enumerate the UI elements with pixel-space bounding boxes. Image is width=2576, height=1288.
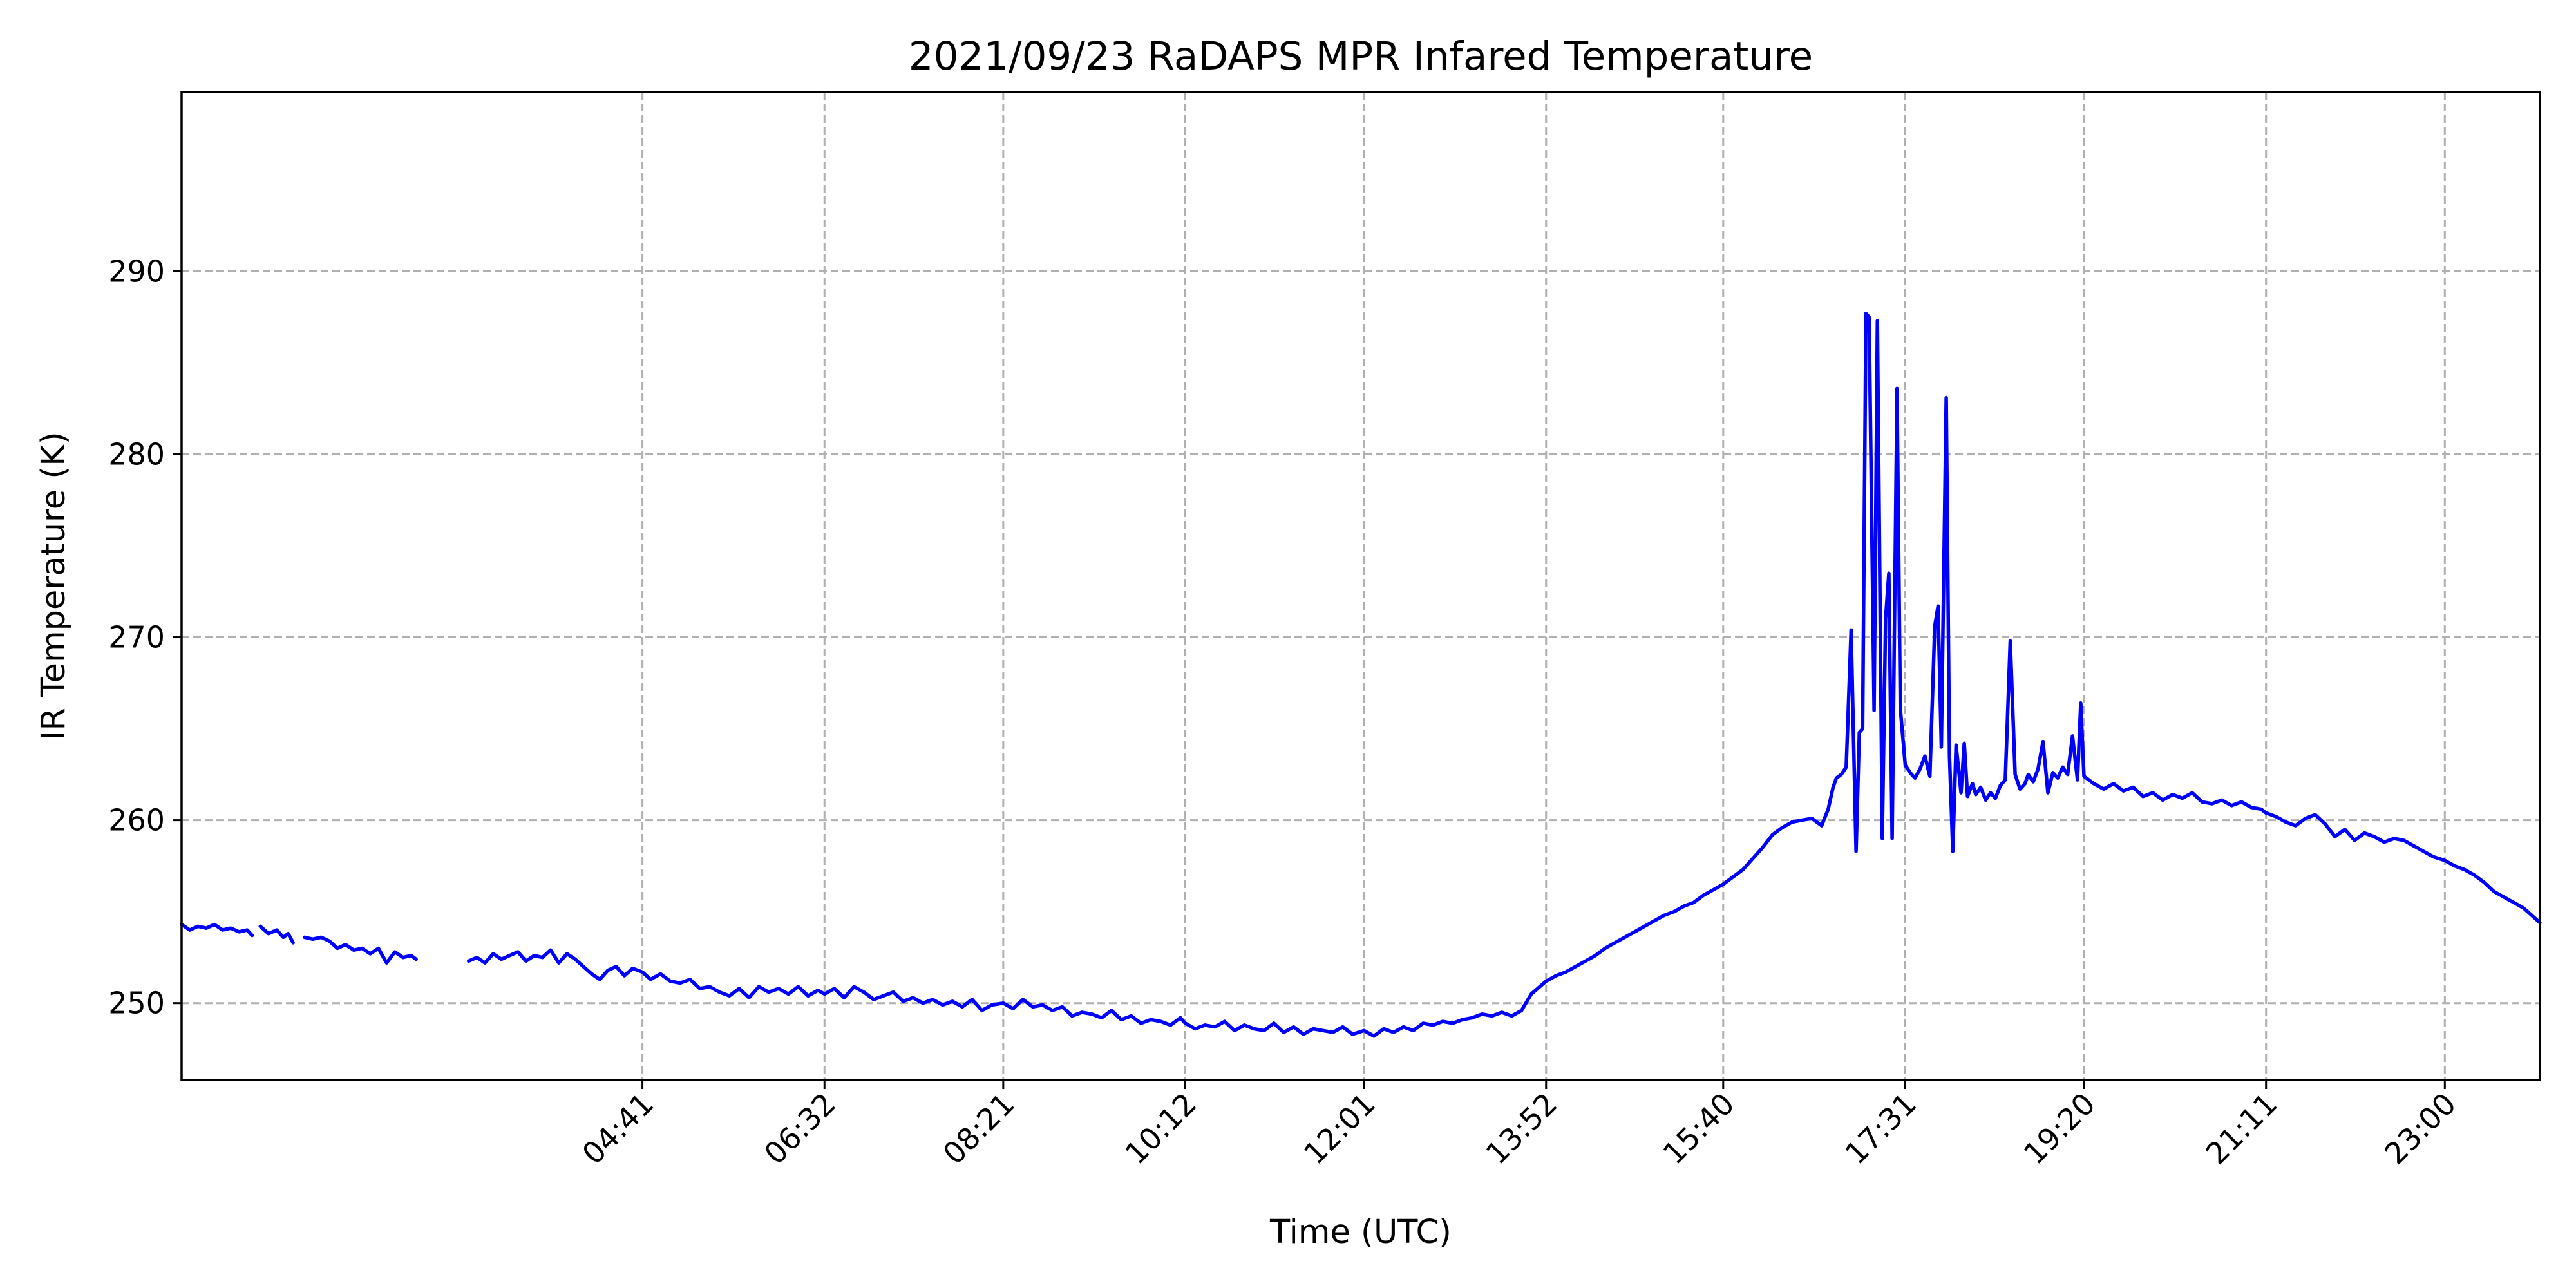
y-axis-label: IR Temperature (K) xyxy=(35,431,73,740)
x-tick-label: 12:01 xyxy=(1297,1086,1382,1171)
x-tick-label: 15:40 xyxy=(1656,1086,1741,1171)
y-tick-label: 260 xyxy=(108,803,165,838)
x-tick-label: 23:00 xyxy=(2378,1086,2463,1171)
x-tick-label: 04:41 xyxy=(575,1086,660,1171)
x-axis-label: Time (UTC) xyxy=(1269,1213,1452,1251)
grid-lines xyxy=(182,92,2540,1080)
series-line-segment xyxy=(466,311,2542,1038)
x-tick-label: 10:12 xyxy=(1118,1086,1203,1171)
series-line-segment xyxy=(303,935,418,965)
y-tick-label: 290 xyxy=(108,254,165,289)
series-line-segment xyxy=(258,924,295,945)
x-tick-label: 21:11 xyxy=(2199,1086,2284,1171)
x-tick-label: 19:20 xyxy=(2017,1086,2102,1171)
chart-title: 2021/09/23 RaDAPS MPR Infared Temperatur… xyxy=(909,33,1813,79)
y-tick-label: 270 xyxy=(108,620,165,655)
x-tick-label: 08:21 xyxy=(936,1086,1021,1171)
series-line-segment xyxy=(180,922,254,938)
series-layer xyxy=(180,311,2542,1038)
y-tick-label: 280 xyxy=(108,437,165,471)
x-tick-label: 06:32 xyxy=(757,1086,842,1171)
axis-ticks: 04:41 06:32 08:21 10:12 12:01 13:52 15:40 17:31… xyxy=(108,254,2463,1171)
y-tick-label: 250 xyxy=(108,986,165,1021)
x-tick-label: 13:52 xyxy=(1479,1086,1564,1171)
plot-frame xyxy=(180,91,2541,1081)
x-tick-label: 17:31 xyxy=(1838,1086,1923,1171)
